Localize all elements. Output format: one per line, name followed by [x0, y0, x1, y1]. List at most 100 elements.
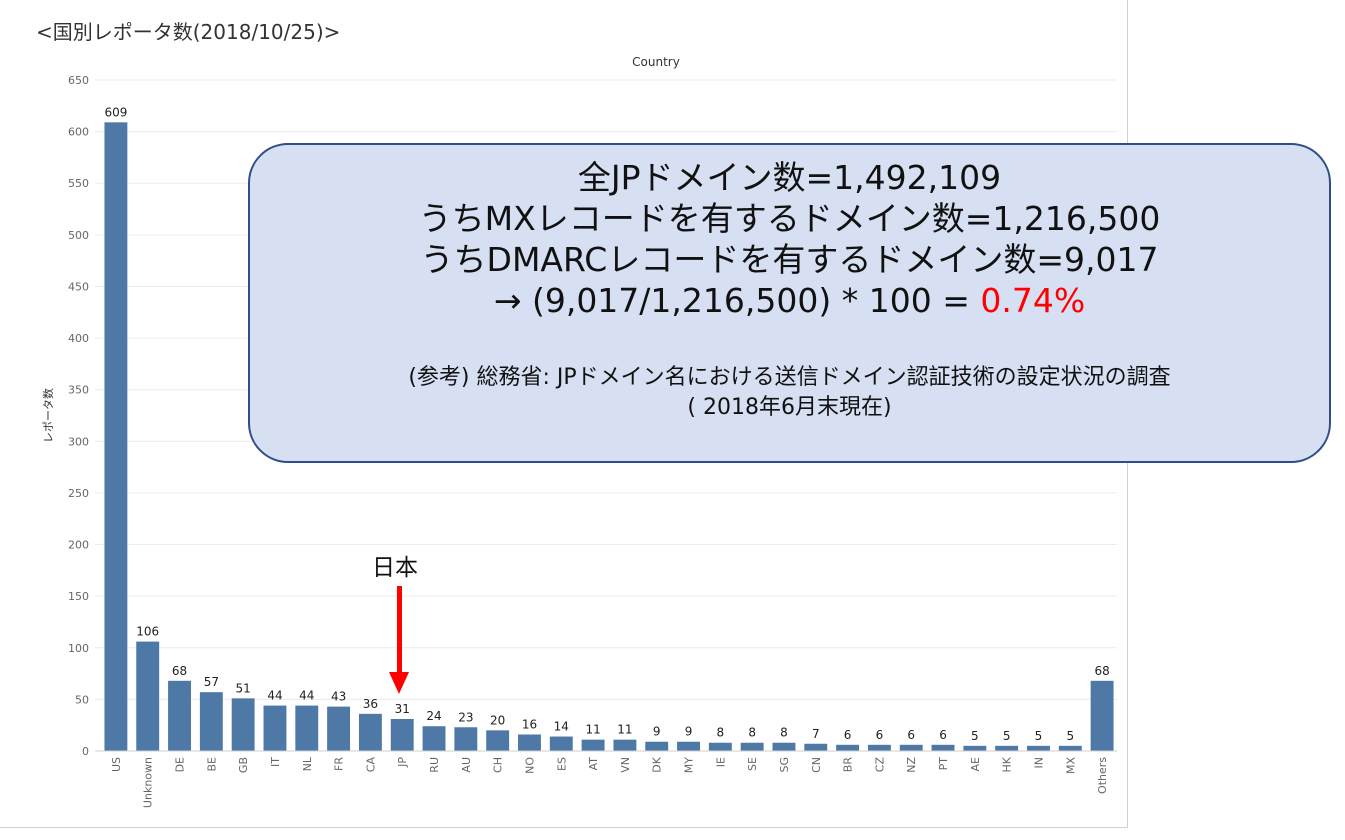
- x-tick-label: CH: [492, 757, 505, 773]
- data-label: 11: [585, 723, 600, 737]
- data-label: 5: [1066, 729, 1074, 743]
- y-tick-label: 50: [75, 693, 89, 706]
- data-label: 68: [172, 664, 187, 678]
- x-tick-label: AT: [587, 757, 600, 771]
- y-tick-label: 550: [68, 177, 89, 190]
- bar-others: [1090, 680, 1114, 751]
- data-label: 20: [490, 713, 505, 727]
- bar-gb: [231, 698, 255, 751]
- x-tick-label: DK: [651, 756, 664, 772]
- x-tick-label: AE: [969, 757, 982, 772]
- x-tick-label: DE: [174, 757, 187, 772]
- bar-unknown: [136, 641, 160, 751]
- bar-cn: [804, 743, 828, 751]
- data-label: 9: [653, 725, 661, 739]
- data-label: 8: [717, 726, 725, 740]
- y-tick-label: 0: [82, 745, 89, 758]
- ratio-formula: → (9,017/1,216,500) * 100 =: [493, 281, 981, 320]
- x-tick-label: AU: [460, 757, 473, 773]
- bar-jp: [390, 718, 414, 751]
- callout-line-mx: うちMXレコードを有するドメイン数=1,216,500: [418, 199, 1161, 238]
- bar-it: [263, 705, 287, 751]
- bar-mx: [1058, 745, 1082, 751]
- bar-fr: [327, 706, 351, 751]
- data-label: 16: [522, 717, 537, 731]
- x-tick-label: Unknown: [142, 757, 155, 808]
- x-tick-label: IE: [714, 757, 727, 767]
- bar-ae: [963, 745, 987, 751]
- bar-ch: [486, 730, 510, 751]
- x-tick-label: BR: [842, 757, 855, 773]
- x-tick-label: MX: [1064, 757, 1077, 774]
- data-label: 6: [844, 728, 852, 742]
- y-tick-label: 500: [68, 229, 89, 242]
- data-label: 68: [1094, 664, 1109, 678]
- callout-reference: (参考) 総務省: JPドメイン名における送信ドメイン認証技術の設定状況の調査: [408, 365, 1171, 390]
- x-tick-label: PT: [937, 757, 950, 771]
- japan-arrow-shaft: [397, 586, 402, 674]
- data-label: 14: [554, 720, 569, 734]
- bar-se: [740, 742, 764, 751]
- x-tick-label: GB: [237, 757, 250, 773]
- data-label: 36: [363, 697, 378, 711]
- data-label: 8: [748, 726, 756, 740]
- bar-de: [168, 680, 191, 751]
- bar-sg: [772, 742, 796, 751]
- y-tick-label: 600: [68, 126, 89, 139]
- bar-cz: [867, 744, 891, 751]
- chart-title: Country: [632, 55, 680, 69]
- bar-br: [836, 744, 860, 751]
- x-tick-label: IN: [1032, 757, 1045, 768]
- bar-dk: [645, 741, 669, 751]
- x-tick-label: VN: [619, 757, 632, 773]
- data-label: 9: [685, 725, 693, 739]
- bar-au: [454, 727, 478, 751]
- callout-line-total: 全JPドメイン数=1,492,109: [577, 158, 1002, 197]
- data-label: 24: [426, 709, 441, 723]
- x-tick-label: US: [110, 757, 123, 772]
- data-label: 43: [331, 690, 346, 704]
- page-title: <国別レポータ数(2018/10/25)>: [36, 20, 341, 44]
- y-tick-label: 650: [68, 74, 89, 87]
- data-label: 23: [458, 710, 473, 724]
- x-tick-label: CA: [364, 757, 377, 773]
- bar-ca: [358, 713, 382, 751]
- x-tick-label: Others: [1096, 757, 1109, 794]
- bar-us: [104, 122, 128, 752]
- callout-reference-date: ( 2018年6月末現在): [687, 395, 892, 420]
- bar-vn: [613, 739, 637, 751]
- x-tick-label: SE: [746, 757, 759, 771]
- x-tick-label: JP: [396, 757, 409, 768]
- data-label: 106: [136, 625, 159, 639]
- x-tick-label: NO: [523, 757, 536, 774]
- bar-ie: [708, 742, 732, 751]
- data-label: 6: [907, 728, 915, 742]
- y-tick-label: 350: [68, 384, 89, 397]
- x-tick-label: RU: [428, 757, 441, 773]
- x-tick-label: IT: [269, 757, 282, 767]
- bar-nz: [899, 744, 923, 751]
- data-label: 5: [1035, 729, 1043, 743]
- y-tick-label: 400: [68, 332, 89, 345]
- bar-in: [1027, 745, 1050, 751]
- data-label: 51: [236, 681, 251, 695]
- bar-be: [199, 692, 223, 751]
- data-label: 8: [780, 726, 788, 740]
- y-axis-label: レポータ数: [42, 388, 55, 443]
- data-label: 7: [812, 727, 820, 741]
- y-tick-label: 200: [68, 539, 89, 552]
- x-tick-label: FR: [333, 757, 346, 771]
- bar-es: [549, 736, 573, 751]
- data-label: 44: [299, 689, 314, 703]
- summary-callout: 全JPドメイン数=1,492,109 うちMXレコードを有するドメイン数=1,2…: [248, 143, 1331, 463]
- data-label: 609: [104, 105, 127, 119]
- data-label: 5: [971, 729, 979, 743]
- bar-ru: [422, 726, 446, 751]
- japan-annotation-label: 日本: [372, 555, 418, 581]
- data-label: 31: [395, 702, 410, 716]
- x-tick-label: CN: [810, 757, 823, 773]
- bar-nl: [295, 705, 319, 751]
- x-tick-label: NL: [301, 756, 314, 771]
- x-tick-label: SG: [778, 757, 791, 773]
- ratio-percent: 0.74%: [980, 281, 1086, 320]
